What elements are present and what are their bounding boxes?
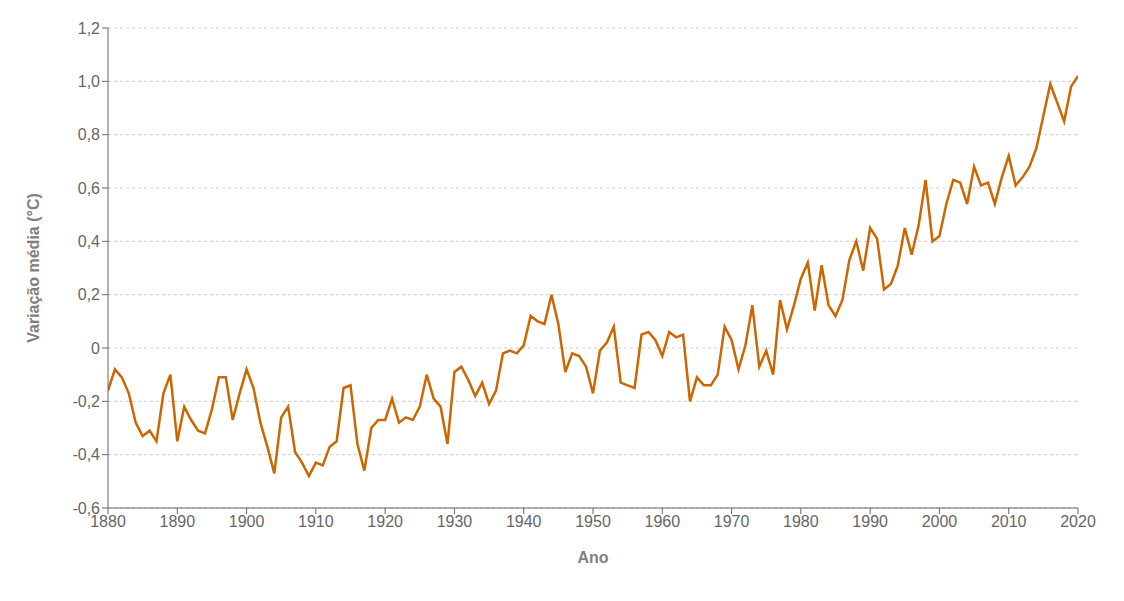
svg-text:2000: 2000 — [922, 513, 958, 530]
svg-text:1950: 1950 — [575, 513, 611, 530]
svg-text:1930: 1930 — [437, 513, 473, 530]
svg-text:1940: 1940 — [506, 513, 542, 530]
svg-text:0,2: 0,2 — [78, 286, 100, 303]
svg-text:1980: 1980 — [783, 513, 819, 530]
svg-text:1910: 1910 — [298, 513, 334, 530]
svg-text:Ano: Ano — [577, 549, 608, 566]
svg-text:1,2: 1,2 — [78, 20, 100, 37]
svg-text:1920: 1920 — [367, 513, 403, 530]
svg-text:2010: 2010 — [991, 513, 1027, 530]
svg-text:-0,2: -0,2 — [72, 393, 100, 410]
svg-text:-0,6: -0,6 — [72, 500, 100, 517]
svg-text:0,4: 0,4 — [78, 233, 100, 250]
svg-text:0,8: 0,8 — [78, 126, 100, 143]
svg-text:1960: 1960 — [644, 513, 680, 530]
svg-text:-0,4: -0,4 — [72, 446, 100, 463]
svg-text:1970: 1970 — [714, 513, 750, 530]
svg-text:0: 0 — [91, 340, 100, 357]
svg-text:1880: 1880 — [90, 513, 126, 531]
svg-text:0,6: 0,6 — [78, 180, 100, 197]
svg-text:1,0: 1,0 — [78, 73, 100, 90]
svg-text:1900: 1900 — [229, 513, 265, 530]
svg-text:1990: 1990 — [852, 513, 888, 530]
svg-text:Variação média (°C): Variação média (°C) — [25, 193, 42, 343]
svg-text:2020: 2020 — [1060, 513, 1096, 530]
svg-text:1890: 1890 — [159, 513, 195, 530]
